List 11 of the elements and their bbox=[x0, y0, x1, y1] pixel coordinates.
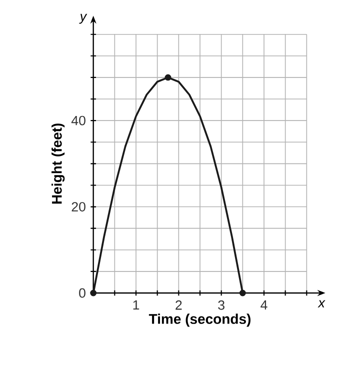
y-tick-label: 40 bbox=[71, 116, 86, 126]
y-axis-title: Height (feet) bbox=[52, 124, 65, 204]
x-tick-label: 2 bbox=[176, 300, 182, 310]
y-tick-label: 0 bbox=[79, 288, 86, 298]
x-tick-label: 4 bbox=[260, 300, 268, 310]
x-axis-title: Time (seconds) bbox=[148, 314, 250, 327]
y-tick-label: 20 bbox=[72, 202, 86, 212]
text: y bbox=[79, 14, 88, 24]
text: x bbox=[318, 300, 326, 308]
x-tick-label: 3 bbox=[218, 300, 224, 310]
x-tick-label: 1 bbox=[133, 300, 140, 310]
